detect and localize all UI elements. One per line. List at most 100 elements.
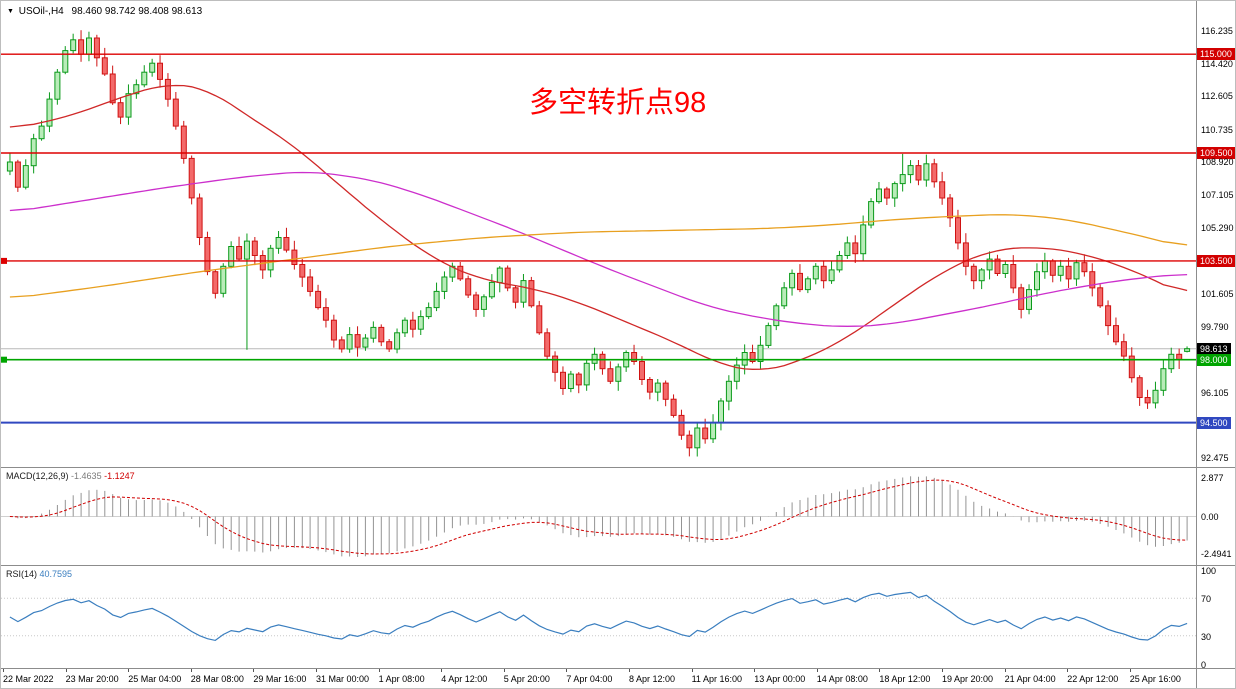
time-tick <box>942 669 943 672</box>
candle-body <box>338 339 345 350</box>
main-chart-canvas[interactable] <box>1 1 1196 467</box>
candle-body <box>860 224 867 255</box>
time-tick <box>190 669 192 672</box>
candle-body <box>749 352 756 362</box>
price-badge: 115.000 <box>1197 48 1235 60</box>
candle-body <box>1120 341 1127 357</box>
candle-body <box>725 380 732 402</box>
time-axis[interactable]: 22 Mar 2022 23 Mar 20:00 25 Mar 04:00 28 Ma… <box>1 669 1196 688</box>
candle-body <box>449 265 456 278</box>
macd-panel-canvas[interactable] <box>1 468 1196 565</box>
panel-separator[interactable] <box>1 467 1235 468</box>
candle-body <box>702 427 709 440</box>
line-handle[interactable] <box>1 257 7 264</box>
time-axis-label: 28 Mar 08:00 <box>190 674 244 684</box>
candle-body <box>1105 305 1112 327</box>
macd-name: MACD(12,26,9) <box>6 471 69 481</box>
candle-body <box>70 39 77 52</box>
candle-body <box>220 265 227 294</box>
candle-body <box>986 258 993 271</box>
candle-body <box>204 237 211 273</box>
axis-scale-label: 101.605 <box>1201 289 1234 299</box>
macd-indicator-label: MACD(12,26,9) -1.4635 -1.1247 <box>6 471 135 481</box>
candle-body <box>939 181 946 199</box>
candle-body <box>631 352 638 362</box>
candle-body <box>315 290 322 309</box>
candle-body <box>425 307 432 318</box>
candle-body <box>346 334 353 350</box>
candle-body <box>1184 348 1191 352</box>
time-tick <box>503 669 505 672</box>
candle-body <box>378 326 385 343</box>
macd-main-value: -1.4635 <box>71 471 102 481</box>
time-tick <box>3 669 4 672</box>
price-axis[interactable]: 116.235 115.000 114.420 112.605 110.735 109.5… <box>1196 1 1235 688</box>
candle-body <box>188 157 195 199</box>
candle-body <box>1089 271 1096 289</box>
axis-scale-label: 105.290 <box>1201 223 1234 233</box>
candle-body <box>141 71 148 86</box>
time-tick <box>1004 669 1006 672</box>
candle-body <box>781 287 788 307</box>
panel-separator[interactable] <box>1 565 1235 566</box>
candle-body <box>970 265 977 282</box>
rsi-panel-canvas[interactable] <box>1 566 1196 668</box>
candle-body <box>330 319 337 341</box>
time-axis-label: 8 Apr 12:00 <box>629 674 676 684</box>
candle-body <box>1073 262 1080 280</box>
rsi-indicator-label: RSI(14) 40.7595 <box>6 569 72 579</box>
time-axis-label: 21 Apr 04:00 <box>1004 674 1056 684</box>
candle-body <box>528 280 535 307</box>
candle-body <box>662 382 669 400</box>
candle-body <box>1010 264 1017 289</box>
candle-body <box>267 247 274 271</box>
time-axis-label: 5 Apr 20:00 <box>503 674 550 684</box>
ohlc-values: 98.460 98.742 98.408 98.613 <box>71 6 203 17</box>
candle-body <box>22 165 29 188</box>
axis-separator <box>1196 1 1197 688</box>
candle-body <box>583 362 590 386</box>
ma-fast-line <box>9 84 1188 370</box>
rsi-line <box>9 591 1188 642</box>
line-handle[interactable] <box>1 356 7 363</box>
candle-body <box>275 237 282 249</box>
candle-body <box>733 364 740 382</box>
axis-scale-label: 99.790 <box>1201 322 1229 332</box>
chart-annotation-text[interactable]: 多空转折点98 <box>529 87 707 119</box>
candle-body <box>6 161 13 172</box>
candle-body <box>433 290 440 309</box>
candle-body <box>686 434 693 449</box>
candle-body <box>883 188 890 199</box>
time-axis-label: 23 Mar 20:00 <box>65 674 119 684</box>
candle-body <box>180 125 187 159</box>
axis-scale-label: 2.877 <box>1201 473 1224 483</box>
price-badge: 98.613 <box>1197 343 1231 355</box>
candle-body <box>212 271 219 294</box>
candle-body <box>868 201 875 226</box>
candle-body <box>978 269 985 282</box>
symbol-timeframe-label: USOil-,H4 <box>18 6 64 17</box>
candle-body <box>1057 265 1064 276</box>
ma-mid-line <box>9 171 1188 327</box>
candle-body <box>718 400 724 424</box>
time-tick <box>378 669 380 672</box>
candle-body <box>394 332 401 350</box>
candle-body <box>591 353 598 364</box>
time-axis-label: 31 Mar 00:00 <box>316 674 370 684</box>
candle-body <box>125 93 132 118</box>
candle-body <box>1128 355 1135 379</box>
time-tick <box>65 669 67 672</box>
candle-body <box>955 217 961 244</box>
time-axis-label: 11 Apr 16:00 <box>691 674 742 684</box>
chart-collapse-icon[interactable]: ▼ <box>7 8 14 15</box>
candle-body <box>228 246 235 267</box>
candle-body <box>496 267 503 284</box>
candle-body <box>654 382 661 393</box>
candle-body <box>852 242 859 255</box>
axis-scale-label: 0.00 <box>1201 512 1219 522</box>
time-tick <box>691 669 693 672</box>
candle-body <box>386 341 393 350</box>
candle-body <box>994 258 1001 275</box>
candle-body <box>157 62 163 80</box>
